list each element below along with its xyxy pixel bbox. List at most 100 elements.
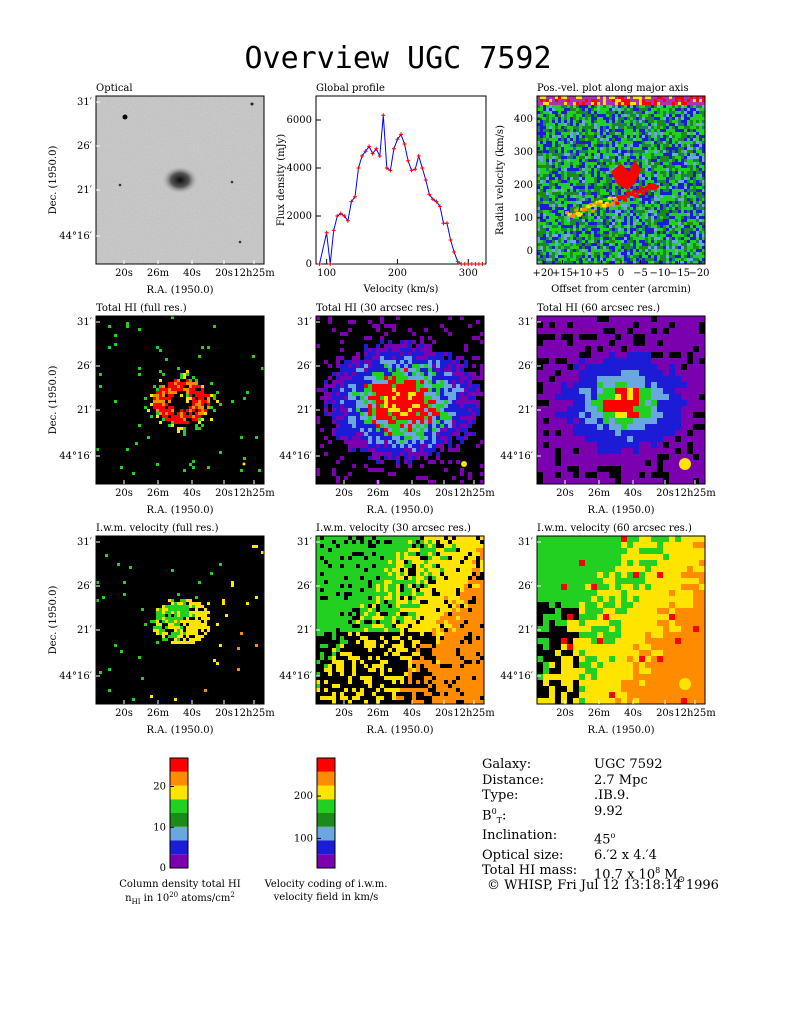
pv-pixel [624,216,627,219]
pv-pixel [555,129,558,132]
pv-pixel [561,189,564,192]
pv-pixel [549,204,552,207]
map-pixel [456,432,460,436]
pv-pixel [651,243,654,246]
pv-pixel [630,228,633,231]
pv-pixel [543,246,546,249]
pv-pixel [627,153,630,156]
pv-pixel [642,171,645,174]
pv-pixel [579,246,582,249]
map-pixel [344,384,348,388]
pv-pixel [687,255,690,258]
map-pixel [201,397,204,400]
map-pixel [372,364,376,368]
pv-pixel [678,120,681,123]
map-pixel [416,384,420,388]
map-pixel [186,382,189,385]
pv-pixel [591,102,594,105]
pv-pixel [594,159,597,162]
pv-pixel [558,105,561,108]
pv-signal [635,195,640,199]
pv-pixel [546,123,549,126]
pv-pixel [585,135,588,138]
pv-pixel [537,129,540,132]
pv-pixel [633,225,636,228]
pv-pixel [612,261,615,264]
map-pixel [392,384,396,388]
pv-pixel [666,237,669,240]
map-pixel [448,332,452,336]
pv-pixel [621,156,624,159]
map-pixel [147,436,150,439]
pv-pixel [561,135,564,138]
map-pixel [460,316,464,320]
pv-pixel [615,99,618,102]
pv-pixel [555,177,558,180]
map-pixel [444,384,448,388]
pv-pixel [642,219,645,222]
map-pixel [448,352,452,356]
map-pixel [384,412,388,416]
pv-pixel [672,180,675,183]
pv-pixel [630,231,633,234]
map-pixel [440,324,444,328]
pv-pixel [567,246,570,249]
pv-pixel [570,156,573,159]
map-pixel [448,404,452,408]
map-pixel [436,428,440,432]
pv-pixel [564,213,567,216]
pv-pixel [612,138,615,141]
pv-pixel [624,105,627,108]
pv-pixel [699,114,702,117]
map-pixel [384,420,388,424]
pv-pixel [702,204,705,207]
map-pixel [687,352,693,358]
map-pixel [444,372,448,376]
map-pixel [372,348,376,352]
map-pixel [336,480,340,484]
map-pixel [368,372,372,376]
pv-pixel [555,147,558,150]
map-pixel [432,404,436,408]
pv-pixel [600,186,603,189]
pv-pixel [702,237,705,240]
map-pixel [153,403,156,406]
map-pixel [392,368,396,372]
map-pixel [316,316,320,320]
pv-pixel [597,105,600,108]
pv-pixel [672,162,675,165]
pv-pixel [657,210,660,213]
map-pixel [204,409,207,412]
pv-pixel [693,222,696,225]
map-pixel [615,364,621,370]
pv-pixel [633,252,636,255]
pv-pixel [678,183,681,186]
pv-pixel [561,105,564,108]
pv-pixel [594,129,597,132]
map-pixel [480,332,484,336]
pv-pixel [597,219,600,222]
map-pixel [585,388,591,394]
map-pixel [460,356,464,360]
map-pixel [412,408,416,412]
pv-pixel [621,237,624,240]
pv-pixel [654,150,657,153]
data-point [352,194,357,199]
pv-pixel [537,231,540,234]
map-pixel [174,382,177,385]
map-pixel [210,394,213,397]
map-pixel [150,403,153,406]
pv-pixel [675,249,678,252]
pv-pixel [594,192,597,195]
pv-pixel [675,228,678,231]
map-pixel [472,356,476,360]
pv-pixel [591,180,594,183]
map-pixel [384,396,388,400]
pv-pixel [690,111,693,114]
pv-pixel [675,186,678,189]
pv-pixel [621,105,624,108]
pv-pixel [657,231,660,234]
pv-pixel [591,225,594,228]
pv-pixel [576,105,579,108]
data-point [473,262,478,266]
